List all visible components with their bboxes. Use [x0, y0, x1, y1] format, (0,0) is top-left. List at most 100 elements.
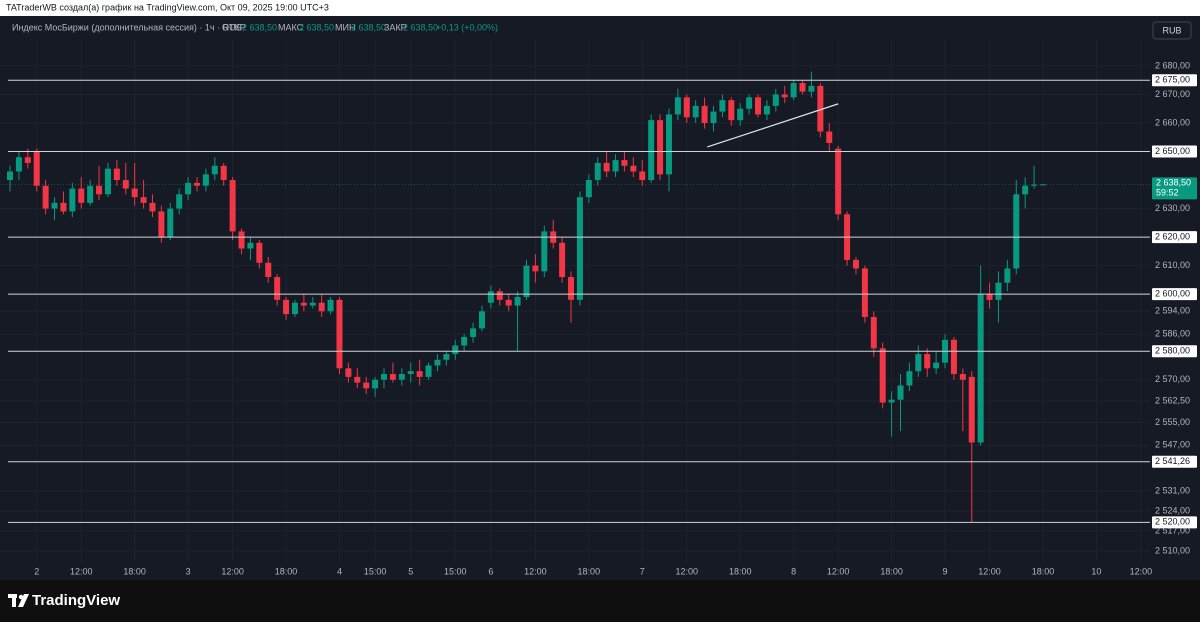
chart-bg: [0, 0, 1200, 580]
candle-body: [140, 197, 147, 203]
candle-body: [478, 311, 485, 329]
candle-body: [959, 374, 966, 380]
ohlc-value: 2 638,50: [403, 22, 438, 32]
y-tick-label: 2 630,00: [1155, 203, 1190, 213]
candle-body: [104, 168, 111, 195]
y-tick-label: 2 570,00: [1155, 374, 1190, 384]
y-tick-label: 2 555,00: [1155, 417, 1190, 427]
y-tick-label: 2 562,50: [1155, 396, 1190, 406]
currency[interactable]: RUB: [1162, 25, 1181, 35]
candle-body: [300, 302, 307, 306]
x-tick-label: 12:00: [676, 566, 699, 576]
candle-body: [639, 171, 646, 181]
candle-body: [24, 157, 31, 163]
candle-body: [149, 202, 156, 212]
candle-body: [879, 348, 886, 403]
candle-body: [710, 111, 717, 123]
x-tick-label: 3: [186, 566, 191, 576]
logo: [8, 594, 29, 607]
candle-body: [220, 165, 227, 181]
y-tick-label: 2 510,00: [1155, 545, 1190, 555]
level-label-box: [1152, 345, 1197, 358]
candle-body: [763, 105, 770, 115]
candle-body: [1031, 184, 1038, 186]
level-label-box: [1152, 288, 1197, 301]
candle-body: [950, 339, 957, 375]
x-tick-label: 2: [34, 566, 39, 576]
candle-body: [559, 242, 566, 278]
y-tick-label: 2 610,00: [1155, 260, 1190, 270]
ohlc-value: 2 638,50: [299, 22, 334, 32]
x-tick-label: 18:00: [880, 566, 903, 576]
candle-body: [345, 368, 352, 377]
level-label: 2 580,00: [1155, 346, 1190, 356]
candle-body: [728, 100, 735, 121]
candle-body: [461, 336, 468, 346]
y-tick-label: 2 586,00: [1155, 328, 1190, 338]
candle-body: [381, 374, 388, 380]
x-tick-label: 18:00: [123, 566, 146, 576]
candle-body: [692, 105, 699, 118]
ohlc-value: 2 638,50: [351, 22, 386, 32]
candle-body: [336, 299, 343, 369]
candle-body: [968, 376, 975, 443]
symbol: Индекс МосБиржи (дополнительная сессия) …: [12, 22, 242, 32]
candle-body: [291, 302, 298, 315]
candle-body: [888, 399, 895, 403]
candle-body: [202, 174, 209, 186]
candle-body: [113, 168, 120, 181]
candle-body: [701, 105, 708, 123]
y-tick-label: 2 680,00: [1155, 60, 1190, 70]
level-label-box: [1152, 231, 1197, 244]
candle-body: [603, 162, 610, 172]
candle-body: [425, 365, 432, 377]
brand: TradingView: [32, 592, 121, 609]
level-label-box: [1152, 145, 1197, 158]
candle-body: [470, 328, 477, 337]
currency-button[interactable]: [1152, 21, 1192, 40]
candle-body: [443, 354, 450, 360]
candle-body: [781, 94, 788, 98]
candle-body: [407, 371, 414, 375]
candle-body: [594, 162, 601, 181]
candle-body: [817, 85, 824, 132]
candle-body: [247, 242, 254, 249]
candle-body: [327, 299, 334, 312]
candle-body: [870, 316, 877, 349]
trend-line: [707, 103, 839, 148]
candle-body: [185, 182, 192, 195]
candle-body: [1022, 185, 1029, 195]
candle-body: [915, 354, 922, 372]
ohlc-label: МАКС: [278, 22, 304, 32]
candle-body: [283, 299, 290, 315]
candle-body: [576, 197, 583, 300]
candle-body: [612, 160, 619, 172]
candle-body: [585, 180, 592, 198]
candle-body: [60, 202, 67, 212]
candle-body: [363, 382, 370, 389]
candle-body: [924, 354, 931, 369]
x-tick-label: 7: [640, 566, 645, 576]
candle-body: [1013, 194, 1020, 269]
candle-body: [452, 345, 459, 355]
candle-body: [416, 371, 423, 377]
candle-body: [33, 151, 40, 186]
candle-body: [683, 97, 690, 118]
candle-body: [211, 165, 218, 175]
ohlc-label: ЗАКР: [384, 22, 407, 32]
candle-body: [487, 291, 494, 303]
x-tick-label: 18:00: [275, 566, 298, 576]
ohlc-value: 2 638,50: [242, 22, 277, 32]
x-tick-label: 9: [943, 566, 948, 576]
candle-body: [131, 188, 138, 198]
candle-body: [755, 97, 762, 115]
candle-body: [434, 359, 441, 366]
candle-body: [274, 277, 281, 300]
candle-body: [737, 108, 744, 121]
x-tick-label: 5: [408, 566, 413, 576]
x-tick-label: 15:00: [444, 566, 467, 576]
x-tick-label: 18:00: [729, 566, 752, 576]
level-label: 2 620,00: [1155, 231, 1190, 241]
candle-body: [256, 242, 263, 263]
candle-body: [799, 83, 806, 92]
